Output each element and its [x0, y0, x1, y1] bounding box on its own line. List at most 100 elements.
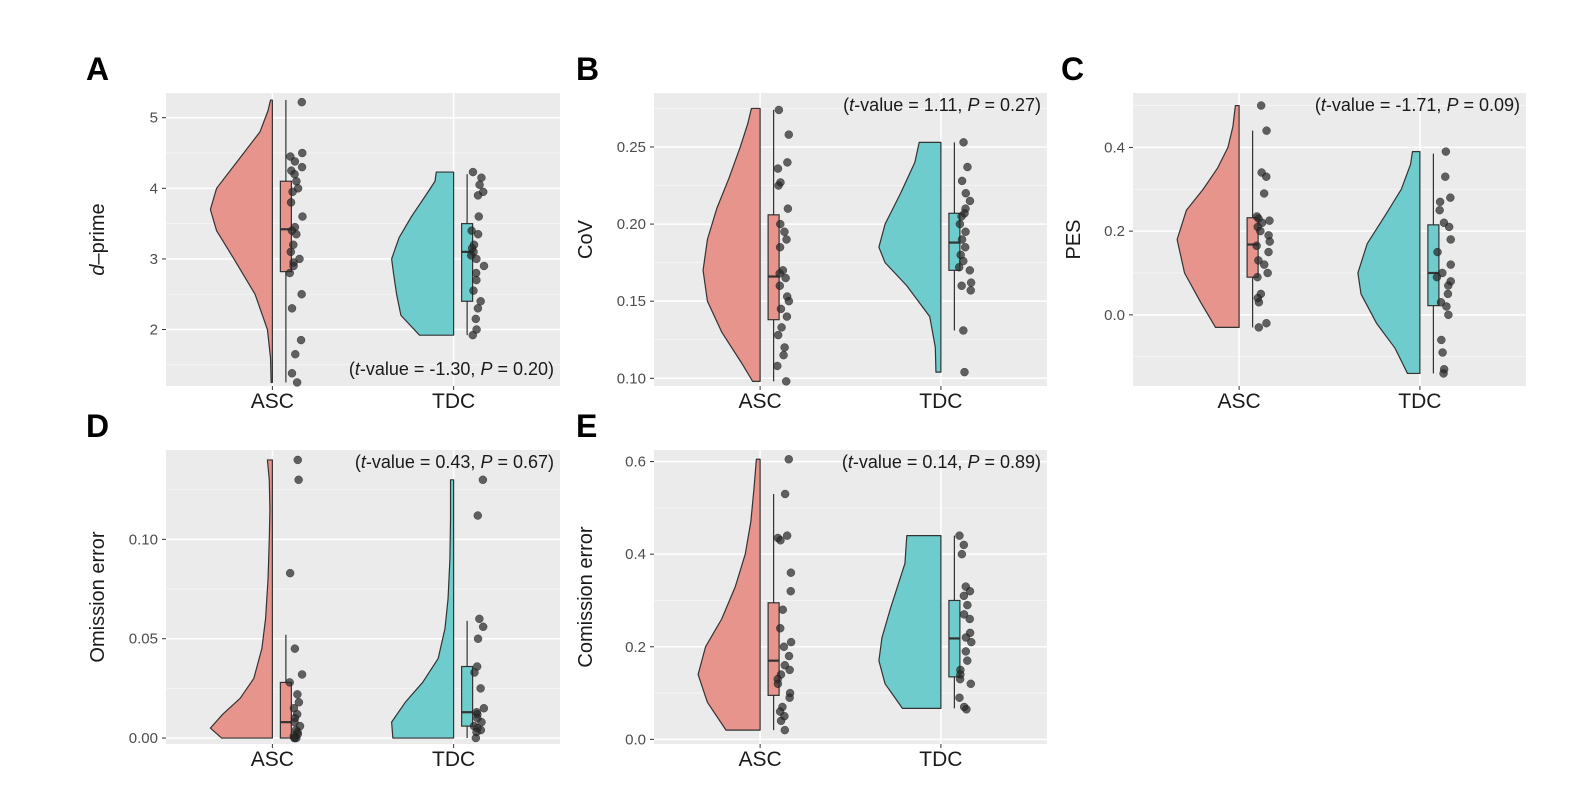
data-point	[473, 511, 483, 520]
stat-annotation-part: -value = -1.30,	[360, 359, 481, 379]
data-point	[785, 665, 794, 675]
data-point	[782, 531, 792, 540]
y-tick-label: 0.4	[625, 546, 646, 563]
y-tick-label: 5	[150, 110, 158, 127]
data-point	[1259, 189, 1269, 198]
data-point	[1446, 193, 1455, 202]
data-point	[476, 684, 485, 693]
x-tick-label: ASC	[739, 390, 782, 413]
y-tick-label: 4	[150, 180, 158, 197]
x-tick-label: ASC	[1218, 390, 1261, 413]
panel-letter: E	[576, 408, 597, 444]
data-point	[285, 268, 295, 278]
data-point	[293, 455, 302, 465]
violin-asc	[209, 459, 273, 739]
data-point	[1262, 318, 1271, 328]
data-point	[775, 281, 785, 291]
panel-d: 0.00 0.05 0.10 ASC TDC D Omission error (t-valu…	[86, 408, 560, 771]
panel-letter: A	[86, 51, 109, 87]
data-point	[1262, 126, 1271, 135]
data-point	[286, 198, 296, 207]
data-point	[297, 97, 307, 107]
data-point	[963, 600, 972, 610]
data-point	[290, 157, 300, 166]
data-point	[776, 304, 786, 314]
data-point	[1264, 247, 1273, 257]
data-point	[773, 164, 783, 173]
data-point	[955, 674, 965, 684]
data-point	[780, 227, 789, 237]
data-point	[776, 716, 786, 726]
data-point	[965, 196, 975, 206]
data-point	[955, 219, 965, 229]
panel-a: 2 3 4 5 ASC TDC Ad–prime (t-value = -1.30, P = …	[86, 51, 560, 413]
stat-annotation-part: -value = 1.11,	[854, 95, 967, 115]
data-point	[1254, 256, 1263, 265]
data-point	[297, 670, 307, 679]
data-point	[781, 377, 791, 386]
data-point	[298, 148, 307, 158]
data-point	[1438, 348, 1447, 357]
data-point	[473, 229, 483, 239]
data-point	[1441, 147, 1451, 156]
violin-tdc	[1357, 151, 1421, 375]
data-point	[967, 637, 976, 647]
data-point	[959, 591, 969, 601]
x-tick-label: ASC	[739, 748, 782, 771]
data-point	[966, 278, 976, 287]
stat-annotation-part: -value = 0.14,	[853, 452, 968, 472]
box-asc	[767, 214, 780, 321]
data-point	[479, 703, 489, 713]
y-tick-label: 0.15	[617, 293, 646, 310]
stat-annotation-part: = 0.89)	[979, 452, 1041, 472]
data-point	[287, 304, 297, 313]
data-point	[961, 188, 971, 198]
data-point	[475, 614, 484, 624]
data-point	[285, 568, 295, 578]
data-point	[957, 176, 967, 186]
stat-annotation: (t-value = 1.11, P = 0.27)	[843, 95, 1041, 115]
box-asc	[767, 602, 780, 696]
violin-tdc	[878, 141, 942, 373]
data-point	[957, 281, 966, 291]
data-point	[966, 286, 976, 295]
data-point	[778, 605, 788, 614]
x-tick-label: ASC	[251, 748, 294, 771]
y-axis-label-rest: –prime	[87, 203, 109, 264]
data-point	[786, 568, 796, 577]
stat-annotation-part: P	[1446, 95, 1458, 115]
data-point	[959, 326, 968, 335]
stat-annotation-part: -value = -1.71,	[1326, 95, 1447, 115]
data-point	[1435, 197, 1445, 207]
data-point	[780, 343, 789, 352]
stat-annotation-part: (	[842, 452, 848, 472]
data-point	[292, 177, 301, 186]
data-point	[783, 158, 792, 167]
data-point	[1444, 222, 1454, 232]
data-point	[782, 312, 792, 321]
violin-asc	[209, 99, 273, 384]
data-point	[291, 349, 300, 359]
panel-c: 0.0 0.2 0.4 ASC TDC C PES (t-value = -1.71, P =…	[1061, 51, 1526, 413]
data-point	[786, 637, 796, 647]
y-tick-label: 0.6	[625, 454, 646, 471]
data-point	[1252, 241, 1261, 251]
y-tick-label: 0.2	[625, 639, 646, 656]
data-point	[961, 647, 971, 656]
data-point	[779, 350, 788, 360]
data-point	[1439, 369, 1448, 378]
data-point	[1442, 302, 1451, 311]
stat-annotation: (t-value = -1.71, P = 0.09)	[1315, 95, 1520, 115]
violin-tdc	[391, 171, 455, 336]
data-point	[472, 275, 481, 285]
y-axis-label: d–prime	[87, 203, 109, 275]
y-axis-label: PES	[1063, 219, 1085, 259]
data-point	[1443, 289, 1453, 299]
stat-annotation-part: = 0.67)	[492, 452, 554, 472]
stat-annotation-part: -value = 0.43,	[366, 452, 481, 472]
data-point	[963, 656, 972, 665]
data-point	[774, 181, 783, 190]
data-point	[297, 289, 306, 299]
data-point	[960, 242, 970, 252]
stat-annotation-part: (	[355, 452, 361, 472]
